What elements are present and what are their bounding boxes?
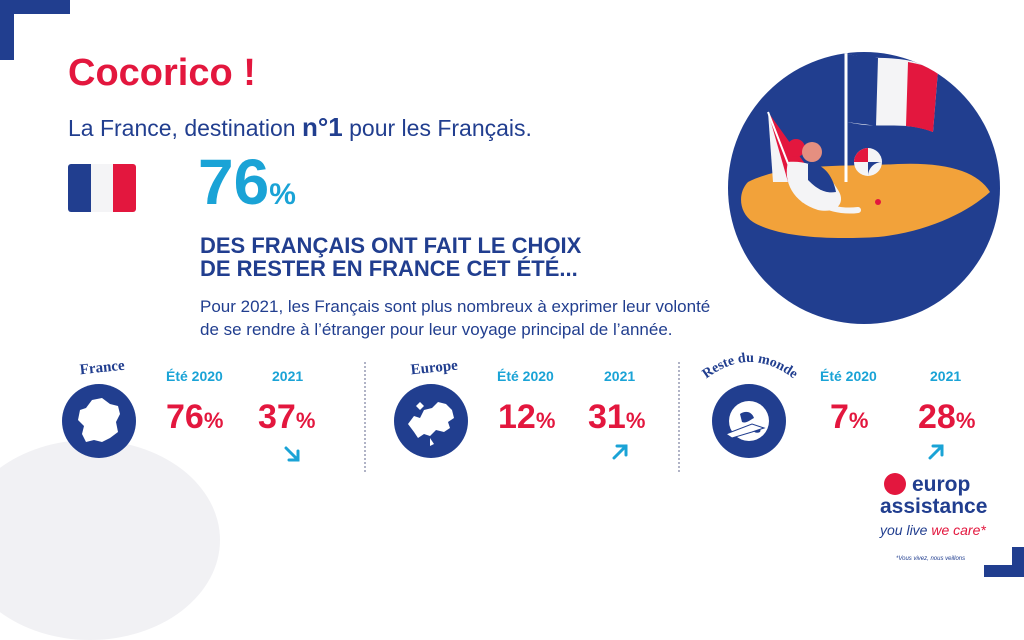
- tagline-part-1: you live: [880, 522, 928, 538]
- france-flag-icon: [68, 164, 136, 212]
- globe-plane-icon: [712, 384, 786, 458]
- region-world-label-2020: Été 2020: [820, 368, 877, 384]
- beach-couple-illustration: [728, 52, 1000, 324]
- main-description: Pour 2021, les Français sont plus nombre…: [200, 296, 800, 342]
- headline-line-1: DES FRANÇAIS ONT FAIT LE CHOIX: [200, 233, 582, 258]
- arrow-down-right-icon: [284, 446, 300, 462]
- region-divider-2: [678, 362, 680, 472]
- brand-name-line-1: europ: [912, 473, 971, 496]
- region-name-europe: Europe: [410, 358, 459, 378]
- france-map-icon: [62, 384, 136, 458]
- unit: %: [848, 408, 869, 433]
- region-world-value-2021: 28%: [918, 400, 975, 434]
- page-subtitle: La France, destination n°1 pour les Fran…: [68, 112, 532, 143]
- region-france-value-2021: 37%: [258, 400, 315, 434]
- europe-map-icon: [394, 384, 468, 458]
- region-world-value-2020: 7%: [830, 400, 868, 434]
- region-name-world: Reste du monde: [700, 351, 800, 382]
- main-headline: DES FRANÇAIS ONT FAIT LE CHOIX DE RESTER…: [200, 234, 581, 280]
- main-stat: 76%: [198, 150, 296, 214]
- corner-decoration-top-left: [0, 0, 70, 60]
- main-stat-unit: %: [269, 178, 296, 211]
- region-france-label-2020: Été 2020: [166, 368, 223, 384]
- brand-footnote: *Vous vivez, nous veillons: [896, 556, 966, 562]
- unit: %: [625, 408, 646, 433]
- brand-name-line-2: assistance: [880, 495, 988, 518]
- description-line-2: de se rendre à l’étranger pour leur voya…: [200, 319, 673, 339]
- unit: %: [535, 408, 556, 433]
- main-stat-value: 76: [198, 146, 270, 218]
- brand-tagline: you live we care*: [880, 522, 986, 538]
- value: 31: [588, 398, 626, 436]
- region-europe-label-2020: Été 2020: [497, 368, 554, 384]
- region-divider-1: [364, 362, 366, 472]
- unit: %: [203, 408, 224, 433]
- subtitle-pre: La France, destination: [68, 115, 302, 141]
- value: 76: [166, 398, 204, 436]
- region-france-label-2021: 2021: [272, 368, 304, 384]
- region-label-arc-world: Reste du monde: [700, 351, 800, 382]
- unit: %: [295, 408, 316, 433]
- region-europe-value-2020: 12%: [498, 400, 555, 434]
- region-europe-label-2021: 2021: [604, 368, 636, 384]
- brand-logo-mark: [884, 473, 906, 495]
- value: 7: [830, 398, 849, 436]
- subtitle-post: pour les Français.: [342, 115, 532, 141]
- region-france-value-2020: 76%: [166, 400, 223, 434]
- background-blob: [0, 440, 220, 640]
- value: 28: [918, 398, 956, 436]
- corner-decoration-bottom-right: [984, 547, 1024, 577]
- description-line-1: Pour 2021, les Français sont plus nombre…: [200, 297, 711, 316]
- region-name-france: France: [79, 358, 126, 378]
- region-label-arc-france: France: [79, 358, 126, 378]
- value: 37: [258, 398, 296, 436]
- arrow-up-right-icon: [612, 444, 628, 460]
- region-label-arc-europe: Europe: [410, 358, 459, 378]
- headline-line-2: DE RESTER EN FRANCE CET ÉTÉ...: [200, 256, 578, 282]
- value: 12: [498, 398, 536, 436]
- unit: %: [955, 408, 976, 433]
- region-europe-value-2021: 31%: [588, 400, 645, 434]
- arrow-up-right-icon: [928, 444, 944, 460]
- subtitle-bold: n°1: [301, 112, 343, 142]
- region-world-label-2021: 2021: [930, 368, 962, 384]
- tagline-part-2: we care*: [931, 522, 986, 538]
- page-title: Cocorico !: [68, 52, 256, 94]
- svg-text:Reste du monde: Reste du monde: [700, 351, 800, 382]
